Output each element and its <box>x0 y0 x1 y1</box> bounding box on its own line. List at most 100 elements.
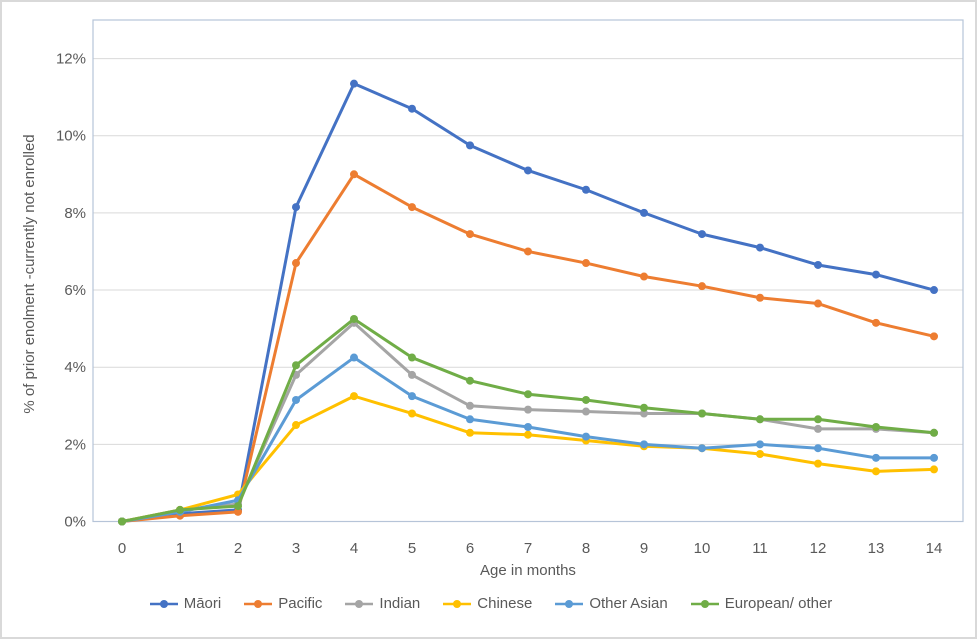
y-tick-label: 8% <box>64 205 86 222</box>
data-point-marker <box>756 415 764 424</box>
x-tick-label: 14 <box>926 540 943 557</box>
data-point-marker <box>524 390 532 399</box>
series-line <box>120 356 936 523</box>
y-tick-label: 12% <box>56 51 86 68</box>
data-point-marker <box>350 392 358 401</box>
data-point-marker <box>930 286 938 295</box>
x-tick-label: 4 <box>350 540 358 557</box>
data-point-marker <box>582 432 590 441</box>
data-point-marker <box>466 415 474 424</box>
x-tick-label: 2 <box>234 540 242 557</box>
data-point-marker <box>350 314 358 323</box>
data-point-marker <box>524 422 532 431</box>
data-point-marker <box>872 318 880 327</box>
data-point-marker <box>814 459 822 468</box>
data-point-marker <box>640 409 648 418</box>
data-point-marker <box>582 395 590 404</box>
data-point-marker <box>698 230 706 239</box>
legend-label: Māori <box>183 595 222 612</box>
data-point-marker <box>466 376 474 385</box>
x-tick-label: 10 <box>694 540 711 557</box>
legend-label: Indian <box>379 595 421 612</box>
legend-item-m-ori: Māori <box>149 595 222 612</box>
legend-line-marker-icon <box>149 599 178 608</box>
data-point-marker <box>408 203 416 212</box>
data-point-marker <box>292 361 300 370</box>
data-point-marker <box>814 260 822 269</box>
x-tick-label: 12 <box>810 540 827 557</box>
x-tick-label: 11 <box>752 540 768 557</box>
data-point-marker <box>524 405 532 414</box>
data-point-marker <box>234 507 242 516</box>
x-tick-label: 6 <box>466 540 474 557</box>
data-point-marker <box>466 230 474 239</box>
data-point-marker <box>466 141 474 150</box>
data-point-marker <box>350 353 358 362</box>
data-point-marker <box>350 170 358 179</box>
data-point-marker <box>408 104 416 113</box>
chart-legend: Māori Pacific Indian Chinese Other Asian Euro… <box>2 595 975 612</box>
data-point-marker <box>640 208 648 217</box>
x-axis-title: Age in months <box>480 562 576 579</box>
x-tick-label: 13 <box>868 540 885 557</box>
data-point-marker <box>814 299 822 308</box>
data-point-marker <box>814 424 822 433</box>
legend-item-indian: Indian <box>344 595 420 612</box>
data-point-marker <box>292 421 300 430</box>
x-tick-label: 1 <box>176 540 184 557</box>
legend-label: Other Asian <box>589 595 668 612</box>
plot-border <box>92 19 964 523</box>
data-point-marker <box>582 259 590 268</box>
x-tick-label: 3 <box>292 540 300 557</box>
data-point-marker <box>524 166 532 175</box>
data-point-marker <box>408 370 416 379</box>
legend-label: European/ other <box>724 595 833 612</box>
data-point-marker <box>756 293 764 302</box>
y-tick-label: 4% <box>64 359 86 376</box>
series-line <box>120 172 936 523</box>
y-tick-label: 0% <box>64 514 86 531</box>
data-point-marker <box>234 502 242 511</box>
data-point-marker <box>640 403 648 412</box>
data-point-marker <box>872 270 880 279</box>
y-tick-label: 10% <box>56 128 86 145</box>
data-point-marker <box>524 247 532 256</box>
legend-line-marker-icon <box>443 599 472 608</box>
series-line <box>120 317 936 523</box>
x-tick-label: 0 <box>118 540 126 557</box>
y-tick-label: 6% <box>64 282 86 299</box>
legend-item-other-asian: Other Asian <box>554 595 668 612</box>
legend-label: Chinese <box>477 595 533 612</box>
data-point-marker <box>408 409 416 418</box>
data-point-marker <box>582 407 590 416</box>
y-axis-title: % of prior enolment -currently not enrol… <box>21 134 38 414</box>
series-chinese <box>118 392 938 526</box>
series-line <box>120 394 936 523</box>
data-point-marker <box>814 444 822 453</box>
x-tick-label: 5 <box>408 540 416 557</box>
data-point-marker <box>292 259 300 268</box>
data-point-marker <box>466 428 474 437</box>
series-pacific <box>118 170 938 526</box>
legend-line-marker-icon <box>690 599 719 608</box>
data-point-marker <box>408 353 416 362</box>
data-point-marker <box>930 428 938 437</box>
legend-label: Pacific <box>278 595 323 612</box>
data-point-marker <box>698 282 706 291</box>
legend-item-chinese: Chinese <box>442 595 532 612</box>
data-point-marker <box>466 401 474 410</box>
legend-line-marker-icon <box>345 599 374 608</box>
data-point-marker <box>814 415 822 424</box>
series-european-other <box>118 314 938 526</box>
x-tick-label: 9 <box>640 540 648 557</box>
data-point-marker <box>698 409 706 418</box>
data-point-marker <box>524 430 532 439</box>
x-tick-label: 8 <box>582 540 590 557</box>
data-point-marker <box>698 444 706 453</box>
data-point-marker <box>408 392 416 401</box>
data-point-marker <box>292 395 300 404</box>
legend-line-marker-icon <box>244 599 273 608</box>
data-point-marker <box>292 203 300 212</box>
legend-line-marker-icon <box>555 599 584 608</box>
